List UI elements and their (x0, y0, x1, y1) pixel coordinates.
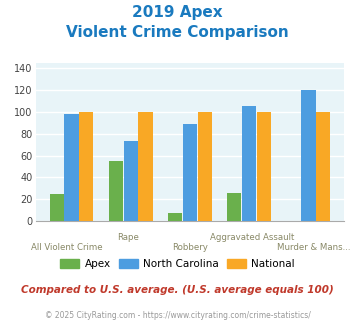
Text: Aggravated Assault: Aggravated Assault (209, 233, 294, 242)
Legend: Apex, North Carolina, National: Apex, North Carolina, National (56, 254, 299, 273)
Text: Murder & Mans...: Murder & Mans... (277, 243, 350, 251)
Bar (257, 112, 271, 221)
Bar (301, 90, 316, 221)
Text: Robbery: Robbery (172, 243, 208, 251)
Text: © 2025 CityRating.com - https://www.cityrating.com/crime-statistics/: © 2025 CityRating.com - https://www.city… (45, 311, 310, 320)
Bar (138, 112, 153, 221)
Bar (64, 114, 78, 221)
Text: Violent Crime Comparison: Violent Crime Comparison (66, 25, 289, 40)
Bar (316, 112, 330, 221)
Text: Rape: Rape (117, 233, 139, 242)
Bar (198, 112, 212, 221)
Bar (227, 193, 241, 221)
Bar (168, 214, 182, 221)
Bar (50, 194, 64, 221)
Bar (242, 106, 256, 221)
Text: 2019 Apex: 2019 Apex (132, 5, 223, 20)
Text: Compared to U.S. average. (U.S. average equals 100): Compared to U.S. average. (U.S. average … (21, 285, 334, 295)
Bar (124, 141, 138, 221)
Bar (109, 161, 123, 221)
Text: All Violent Crime: All Violent Crime (31, 243, 102, 251)
Bar (183, 124, 197, 221)
Bar (79, 112, 93, 221)
